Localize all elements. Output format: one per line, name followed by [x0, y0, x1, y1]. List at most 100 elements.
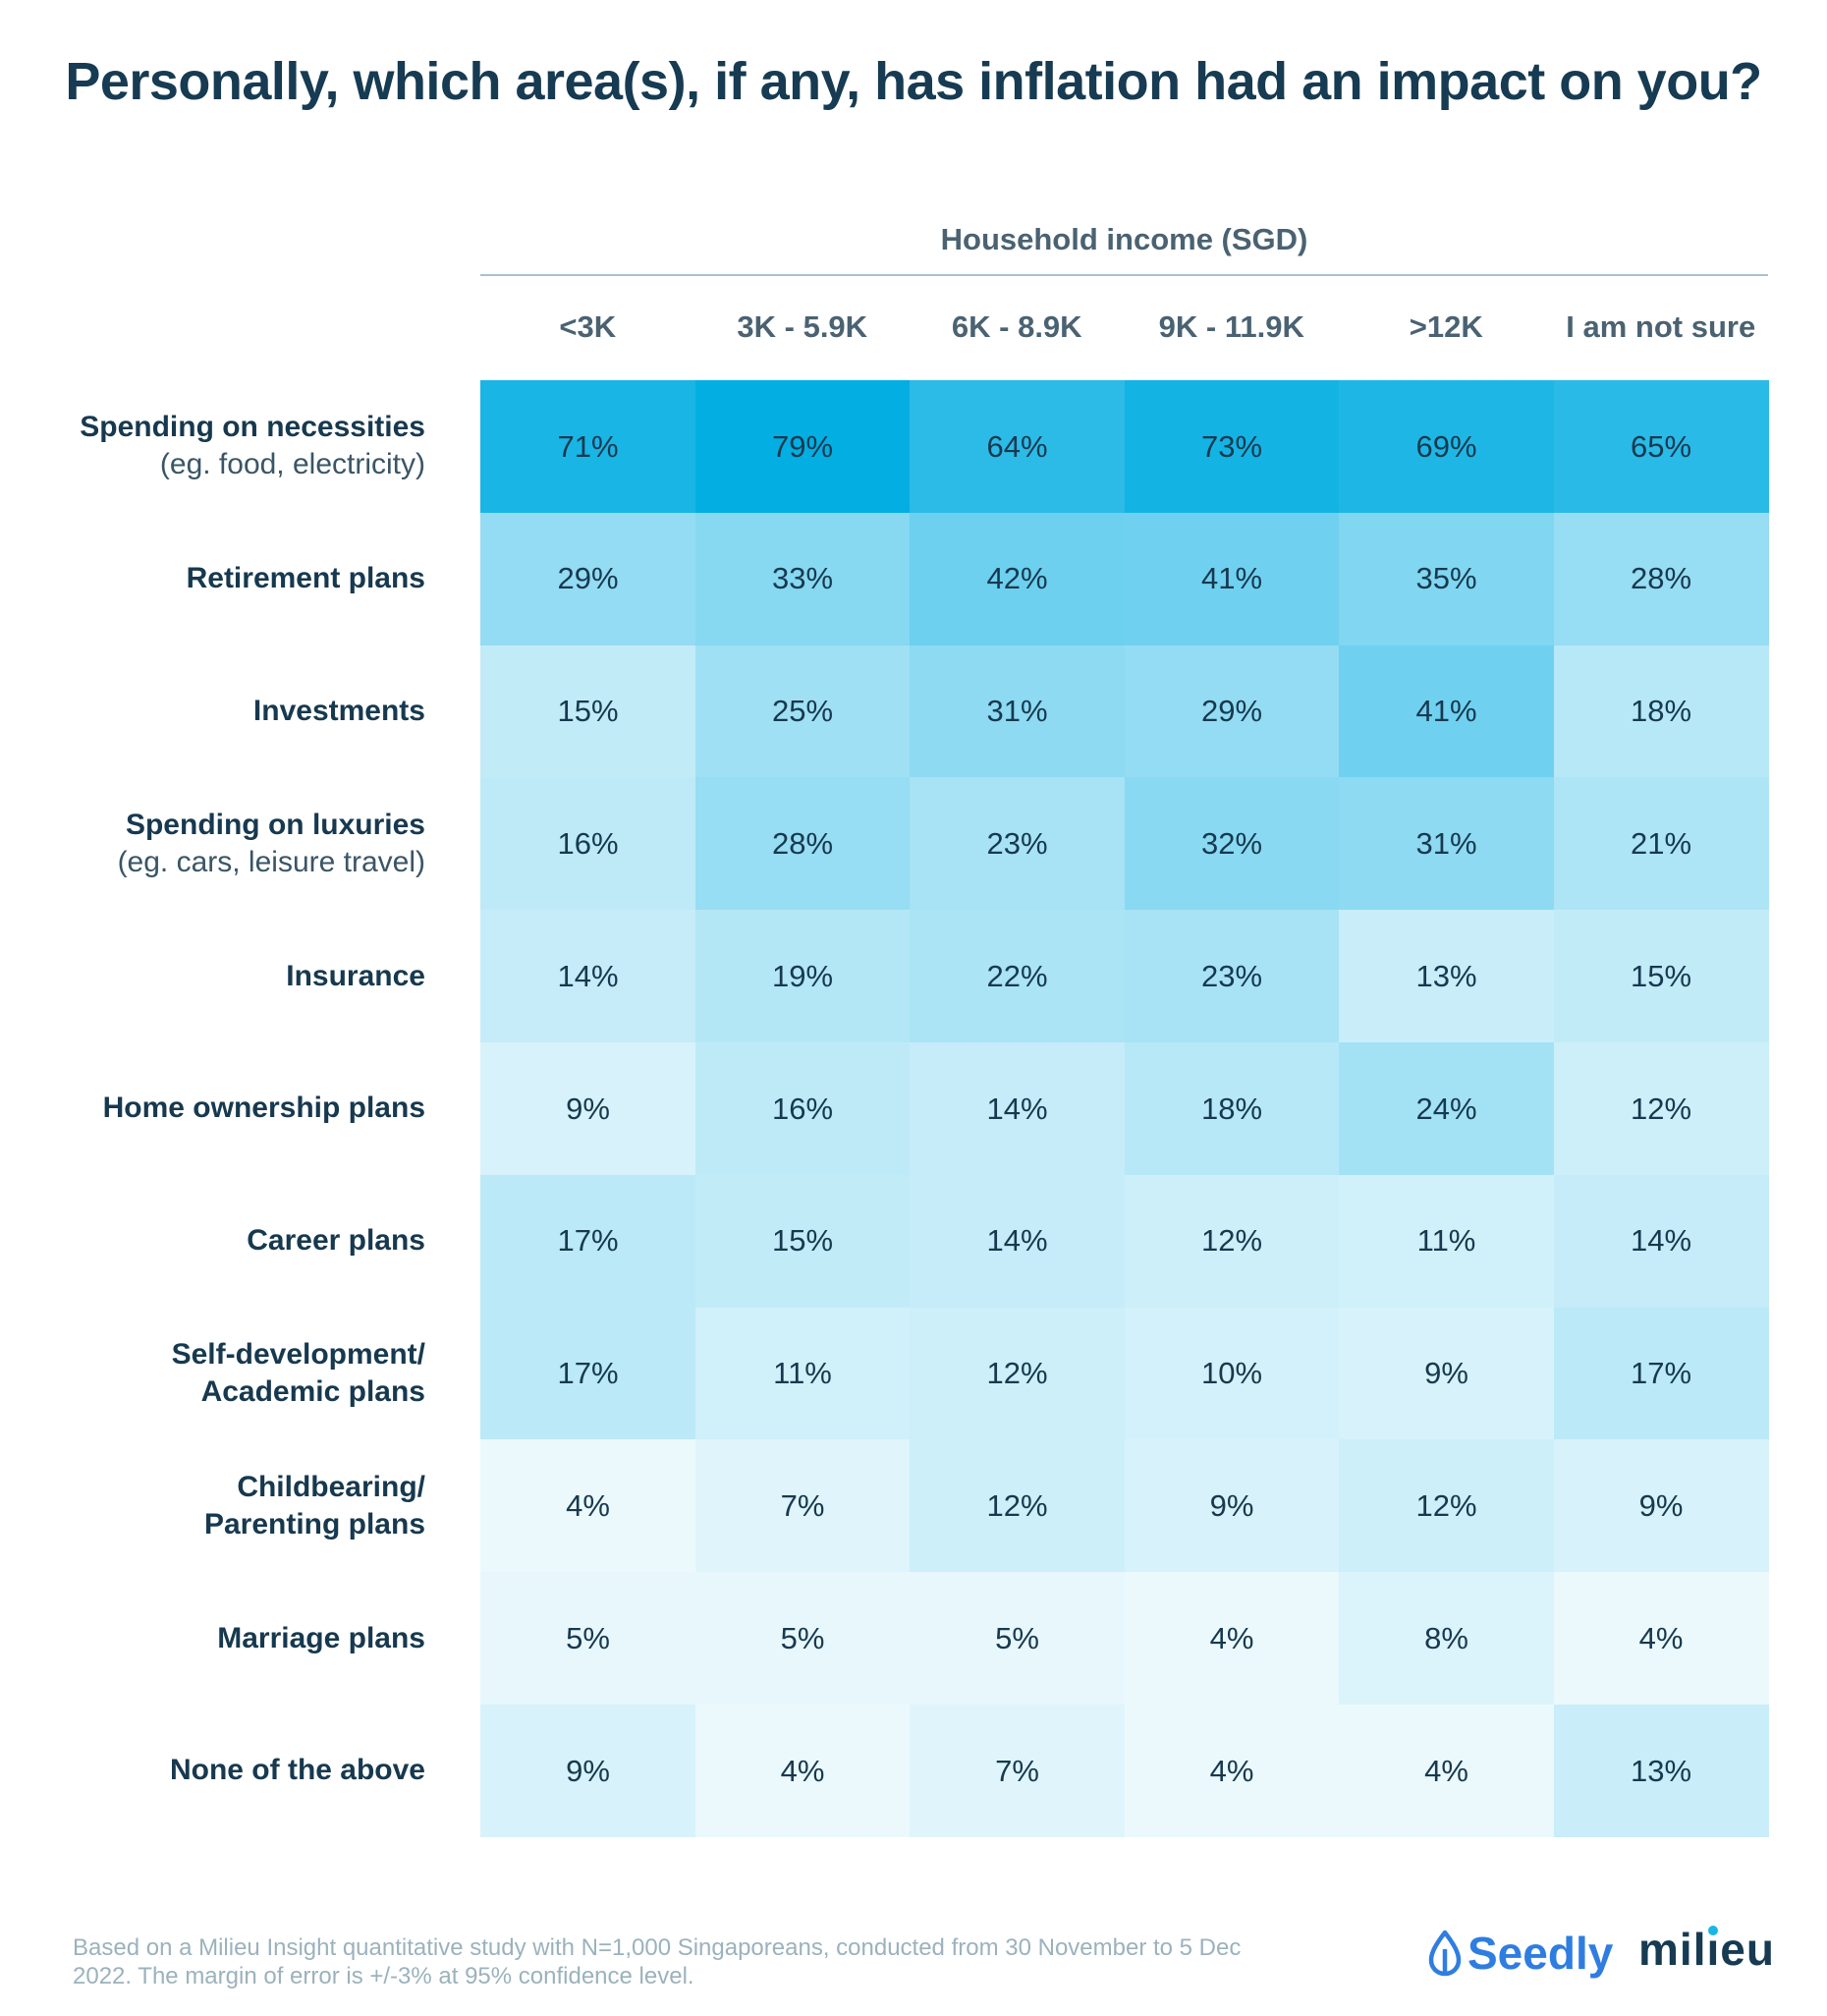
heatmap-cell: 16% — [694, 1042, 911, 1176]
heatmap-cell: 14% — [910, 1042, 1125, 1176]
heatmap-cell: 13% — [1339, 910, 1554, 1043]
cell-value-label: 12% — [986, 1488, 1048, 1524]
cell-value-label: 14% — [1630, 1223, 1692, 1259]
heatmap-cell: 69% — [1339, 380, 1554, 514]
cell-value-label: 23% — [1200, 958, 1263, 993]
cell-value-label: 4% — [566, 1488, 610, 1524]
heatmap-cell: 29% — [1124, 644, 1340, 778]
column-header: 3K - 5.9K — [737, 309, 868, 344]
row-label: Investments — [13, 645, 425, 778]
heatmap-cell: 22% — [910, 910, 1125, 1043]
row-label-text: Career plans — [247, 1224, 425, 1258]
heatmap-cell: 18% — [1553, 644, 1769, 778]
heatmap-cell: 9% — [1553, 1439, 1769, 1573]
heatmap-cell: 65% — [1553, 380, 1769, 514]
cell-value-label: 17% — [1630, 1356, 1692, 1391]
heatmap-cell: 14% — [480, 910, 695, 1043]
cell-value-label: 5% — [995, 1620, 1039, 1655]
cell-value-label: 18% — [1630, 694, 1692, 729]
heatmap-cell: 11% — [1339, 1174, 1554, 1309]
heatmap-cell: 31% — [1339, 777, 1554, 911]
row-label: None of the above — [13, 1705, 425, 1837]
cell-value-label: 28% — [1630, 561, 1692, 596]
heatmap-cell: 11% — [694, 1307, 911, 1440]
cell-value-label: 16% — [557, 826, 619, 862]
heatmap-cell: 4% — [480, 1439, 695, 1573]
cell-value-label: 9% — [566, 1753, 610, 1788]
methodology-note: Based on a Milieu Insight quantitative s… — [73, 1934, 1242, 1989]
heatmap-cell: 4% — [1553, 1572, 1769, 1706]
heatmap-cell: 24% — [1339, 1042, 1554, 1176]
row-label: Insurance — [13, 910, 425, 1042]
column-header: >12K — [1409, 309, 1483, 344]
heatmap-cell: 32% — [1124, 777, 1340, 911]
heatmap-cell: 41% — [1124, 512, 1340, 646]
heatmap-cell: 25% — [694, 644, 911, 778]
cell-value-label: 10% — [1200, 1356, 1263, 1391]
row-sublabel: (eg. food, electricity) — [159, 448, 425, 481]
cell-value-label: 7% — [780, 1488, 825, 1524]
cell-value-label: 4% — [1424, 1753, 1468, 1788]
heatmap-cell: 17% — [480, 1307, 695, 1440]
cell-value-label: 17% — [557, 1356, 619, 1391]
cell-value-label: 4% — [780, 1753, 825, 1788]
cell-value-label: 14% — [986, 1091, 1048, 1126]
row-label-text: Insurance — [286, 959, 425, 992]
cell-value-label: 9% — [1424, 1356, 1468, 1391]
row-label: Career plans — [13, 1175, 425, 1308]
cell-value-label: 7% — [995, 1753, 1039, 1788]
cell-value-label: 69% — [1415, 428, 1477, 464]
cell-value-label: 65% — [1630, 428, 1692, 464]
row-label-text: Marriage plans — [217, 1621, 425, 1654]
cell-value-label: 4% — [1209, 1753, 1254, 1788]
heatmap-cell: 12% — [910, 1307, 1125, 1440]
row-label: Spending on luxuries (eg. cars, leisure t… — [13, 777, 425, 910]
cell-value-label: 28% — [771, 826, 834, 862]
cell-value-label: 42% — [986, 561, 1048, 596]
heatmap-cell: 79% — [694, 380, 911, 514]
cell-value-label: 9% — [1209, 1488, 1254, 1524]
row-label-text: Investments — [252, 694, 425, 727]
heatmap-cell: 16% — [480, 777, 695, 911]
cell-value-label: 17% — [557, 1223, 619, 1259]
cell-value-label: 4% — [1638, 1620, 1684, 1655]
row-label: Spending on necessities (eg. food, electr… — [13, 380, 425, 513]
heatmap-cell: 12% — [1124, 1174, 1340, 1309]
heatmap-cell: 4% — [694, 1705, 911, 1838]
heatmap-cell: 5% — [694, 1572, 911, 1706]
heatmap-cell: 12% — [1553, 1042, 1769, 1176]
cell-value-label: 13% — [1415, 958, 1477, 993]
row-label: Marriage plans — [13, 1572, 425, 1705]
row-label-text: None of the above — [169, 1754, 425, 1787]
cell-value-label: 32% — [1200, 826, 1263, 862]
heatmap-cell: 13% — [1553, 1705, 1769, 1838]
heatmap-cell: 29% — [480, 512, 695, 646]
row-label: Retirement plans — [13, 513, 425, 645]
heatmap-cell: 9% — [1124, 1439, 1340, 1573]
heatmap-cell: 14% — [910, 1174, 1125, 1309]
cell-value-label: 29% — [557, 561, 619, 596]
cell-value-label: 71% — [557, 428, 619, 464]
heatmap-cell: 15% — [1553, 910, 1769, 1043]
heatmap-cell: 9% — [1339, 1307, 1554, 1440]
seedly-wordmark: Seedly — [1467, 1928, 1614, 1979]
cell-value-label: 15% — [771, 1223, 834, 1259]
heatmap-cell: 15% — [480, 644, 695, 778]
heatmap-cell: 7% — [910, 1705, 1125, 1838]
heatmap-cell: 4% — [1339, 1705, 1554, 1838]
milieu-logo: milıeu — [1638, 1920, 1775, 1979]
cell-value-label: 18% — [1200, 1091, 1263, 1126]
cell-value-label: 11% — [1416, 1223, 1476, 1259]
cell-value-label: 15% — [557, 694, 619, 729]
cell-value-label: 11% — [773, 1356, 832, 1391]
heatmap-cell: 14% — [1553, 1174, 1769, 1309]
row-label: Self-development/Academic plans — [13, 1308, 425, 1440]
heatmap-cell: 8% — [1339, 1572, 1554, 1706]
cell-value-label: 4% — [1209, 1620, 1254, 1655]
cell-value-label: 5% — [566, 1620, 610, 1655]
heatmap-cell: 33% — [694, 512, 911, 646]
cell-value-label: 16% — [771, 1091, 834, 1126]
cell-value-label: 35% — [1415, 561, 1477, 596]
heatmap-cell: 35% — [1339, 512, 1554, 646]
heatmap-cell: 28% — [1553, 512, 1769, 646]
